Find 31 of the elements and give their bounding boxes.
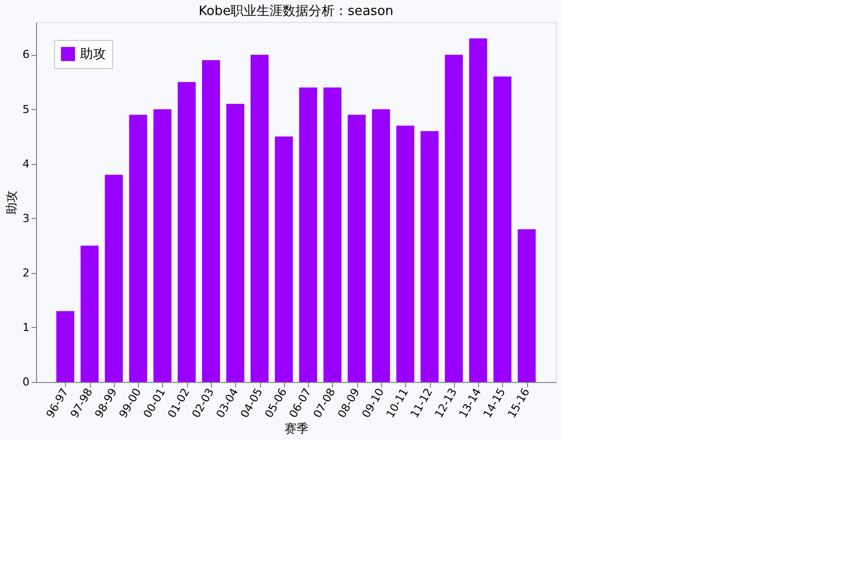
bar [420, 131, 439, 382]
bar [178, 82, 196, 382]
y-tick-label: 3 [22, 212, 30, 225]
bar [80, 246, 99, 382]
bar [348, 114, 366, 382]
y-tick-label: 6 [22, 48, 30, 62]
x-axis-title: 赛季 [284, 422, 308, 436]
bar [56, 311, 74, 382]
y-tick-label: 0 [22, 376, 30, 388]
chart-title: Kobe职业生涯数据分析：season [198, 4, 394, 19]
bar [153, 109, 172, 382]
bar [274, 136, 293, 382]
bar [323, 87, 342, 382]
bar [104, 174, 123, 382]
bar [250, 54, 269, 382]
bar [226, 104, 244, 382]
bar [202, 60, 220, 382]
bar [299, 87, 318, 382]
bar [444, 54, 463, 382]
bar [396, 126, 414, 382]
bar [372, 109, 390, 382]
bar [469, 38, 488, 382]
legend-label: 助攻 [80, 47, 106, 62]
y-tick-label: 1 [22, 320, 30, 334]
y-tick-label: 5 [22, 102, 30, 116]
bar [518, 229, 536, 382]
bar [129, 114, 148, 382]
y-axis-title: 助攻 [4, 190, 18, 214]
y-tick-label: 2 [22, 266, 30, 280]
y-tick-label: 4 [22, 157, 30, 170]
bar [493, 76, 512, 382]
